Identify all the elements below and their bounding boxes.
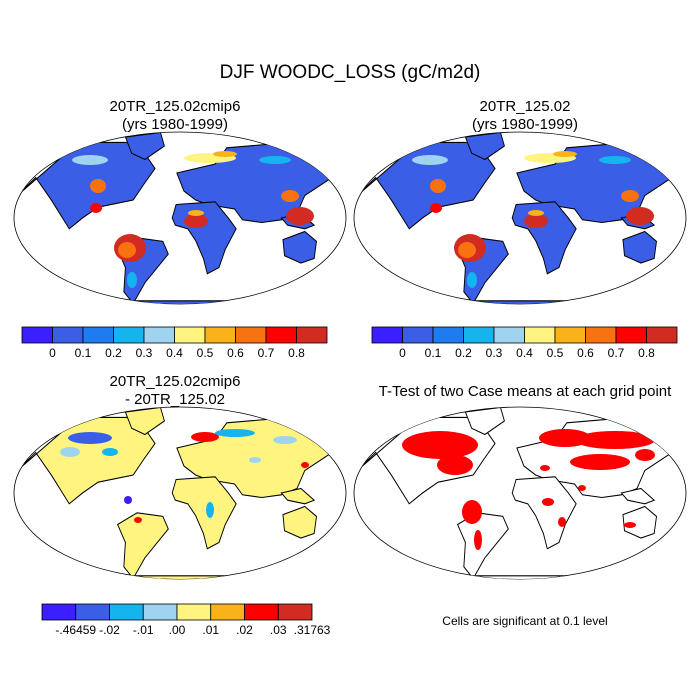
map-2-hotspots	[412, 151, 654, 288]
panel-3-title: 20TR_125.02cmip6 - 20TR_125.02	[0, 373, 350, 409]
colorbar-3-tick-label: .02	[236, 623, 253, 637]
colorbar-3-tick-label: -.46459	[55, 623, 96, 637]
figure-title: DJF WOODC_LOSS (gC/m2d)	[219, 62, 481, 83]
panel-4-title: T-Test of two Case means at each grid po…	[350, 383, 700, 401]
colorbar-2-swatch	[402, 326, 434, 344]
panel-2-title-line1: 20TR_125.02	[479, 98, 571, 115]
panel-3-title-line1: 20TR_125.02cmip6	[109, 373, 241, 390]
colorbar-3-tick-label: -.02	[99, 623, 120, 637]
colorbar-1-tick-label: 0.6	[227, 346, 244, 360]
colorbar-2-swatch	[371, 326, 403, 344]
colorbar-1-tick-label: 0.3	[136, 346, 153, 360]
map-panel-2	[353, 131, 687, 305]
colorbar-3-tick-label: .00	[169, 623, 186, 637]
colorbar-1-swatch	[21, 326, 53, 344]
colorbar-2-tick-label: 0	[399, 346, 406, 360]
colorbar-panel-1: 0 0.1 0.2 0.3 0.4 0.5 0.6 0.7 0.8	[21, 326, 328, 360]
colorbar-1-swatch	[52, 326, 84, 344]
colorbar-2-tick-label: 0.5	[547, 346, 564, 360]
colorbar-2-tick-label: 0.6	[577, 346, 594, 360]
panel-1-title-line1: 20TR_125.02cmip6	[109, 98, 241, 115]
colorbar-panel-3: -.46459 -.02 -.01 .00 .01 .02 .03 .31763	[41, 603, 331, 637]
colorbar-2-swatch	[585, 326, 617, 344]
colorbar-2-tick-label: 0.1	[425, 346, 442, 360]
map-panel-1	[13, 131, 347, 305]
colorbar-1-tick-label: 0	[49, 346, 56, 360]
map-panel-4	[353, 406, 687, 580]
colorbar-2-tick-label: 0.3	[486, 346, 503, 360]
colorbar-1-tick-label: 0.1	[75, 346, 92, 360]
map-1-hotspots	[72, 151, 314, 288]
colorbar-1-swatch	[174, 326, 206, 344]
colorbar-2-swatch	[432, 326, 464, 344]
colorbar-3-swatch	[75, 603, 110, 621]
colorbar-2-swatch	[554, 326, 586, 344]
colorbar-1-tick-label: 0.5	[197, 346, 214, 360]
map-panel-3	[13, 406, 347, 580]
panel-1-title-line2: (yrs 1980-1999)	[122, 116, 228, 133]
colorbar-2-swatch	[524, 326, 556, 344]
colorbar-1-tick-label: 0.2	[105, 346, 122, 360]
colorbar-1-tick-label: 0.4	[166, 346, 183, 360]
map-4-significant-cells	[402, 429, 655, 550]
colorbar-1-swatch	[204, 326, 236, 344]
colorbar-3-swatch	[244, 603, 279, 621]
colorbar-3-swatch	[277, 603, 313, 621]
colorbar-3-tick-label: .01	[202, 623, 219, 637]
colorbar-3-tick-label: -.01	[133, 623, 154, 637]
colorbar-3-swatch	[142, 603, 178, 621]
colorbar-3-tick-label: .31763	[294, 623, 331, 637]
panel-2-title-line2: (yrs 1980-1999)	[472, 116, 578, 133]
colorbar-2-tick-label: 0.4	[516, 346, 533, 360]
colorbar-1-tick-label: 0.8	[288, 346, 305, 360]
colorbar-1-swatch	[143, 326, 175, 344]
colorbar-2-swatch	[463, 326, 495, 344]
panel-3-title-line2: - 20TR_125.02	[124, 391, 226, 408]
ttest-significance-note: Cells are significant at 0.1 level	[442, 614, 608, 628]
colorbar-3-swatch	[176, 603, 212, 621]
panel-2-title: 20TR_125.02 (yrs 1980-1999)	[350, 98, 700, 134]
colorbar-3-swatch	[109, 603, 144, 621]
colorbar-3-swatch	[210, 603, 245, 621]
map-3-hotspots	[60, 429, 309, 523]
colorbar-2-tick-label: 0.2	[455, 346, 472, 360]
colorbar-2-swatch	[646, 326, 678, 344]
colorbar-1-swatch	[265, 326, 297, 344]
colorbar-2-swatch	[493, 326, 525, 344]
colorbar-2-tick-label: 0.8	[638, 346, 655, 360]
colorbar-1-swatch	[235, 326, 267, 344]
colorbar-3-swatch	[41, 603, 77, 621]
colorbar-3-tick-label: .03	[270, 623, 287, 637]
colorbar-2-swatch	[615, 326, 647, 344]
colorbar-1-swatch	[82, 326, 114, 344]
colorbar-panel-2: 0 0.1 0.2 0.3 0.4 0.5 0.6 0.7 0.8	[371, 326, 678, 360]
colorbar-2-tick-label: 0.7	[608, 346, 625, 360]
panel-4-title-line1: T-Test of two Case means at each grid po…	[378, 383, 672, 400]
panel-1-title: 20TR_125.02cmip6 (yrs 1980-1999)	[0, 98, 350, 134]
colorbar-1-swatch	[113, 326, 145, 344]
colorbar-1-swatch	[296, 326, 328, 344]
colorbar-1-tick-label: 0.7	[258, 346, 275, 360]
